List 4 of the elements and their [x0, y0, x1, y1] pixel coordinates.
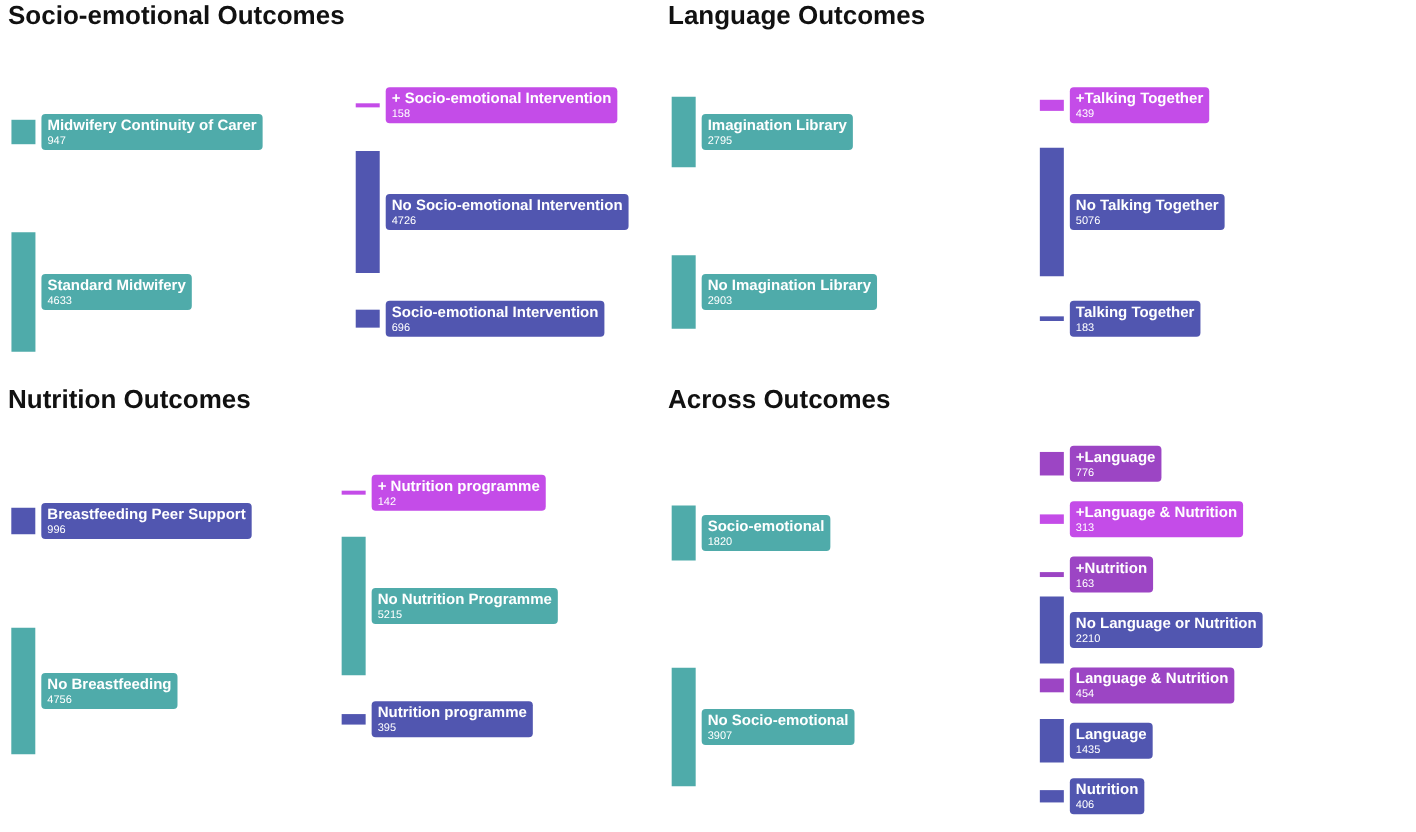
text: Socio-emotional Outcomes — [8, 0, 345, 30]
text: Language Outcomes — [668, 0, 926, 30]
text: Nutrition Outcomes — [8, 384, 251, 414]
text: Across Outcomes — [668, 384, 891, 414]
